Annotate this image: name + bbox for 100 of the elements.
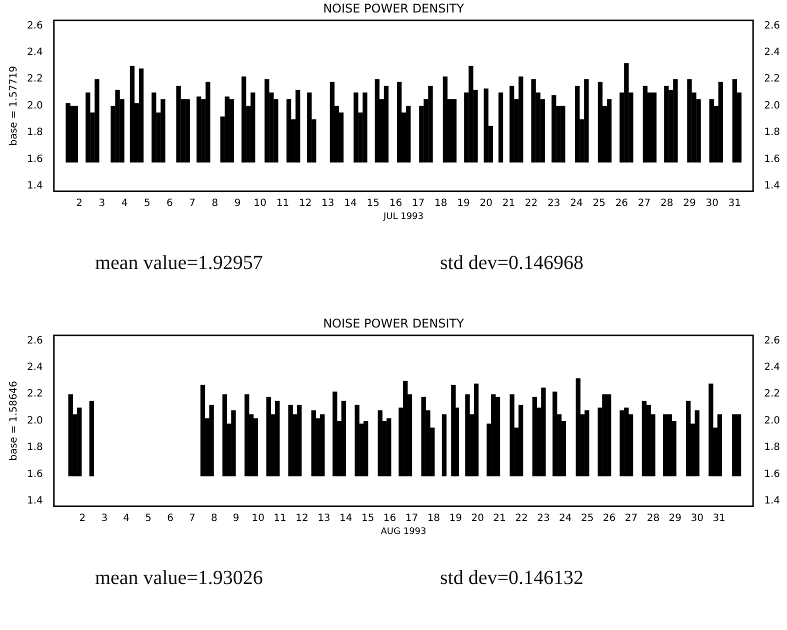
bar: [452, 99, 457, 163]
y2-tick-label: 1.4: [764, 495, 780, 506]
bar: [708, 384, 714, 476]
x-tick-label: 2: [79, 512, 86, 524]
y2-tick-label: 2.4: [764, 47, 780, 58]
bar: [732, 414, 737, 476]
x-tick-label: 23: [548, 198, 560, 209]
x-tick-label: 15: [361, 512, 374, 524]
bar: [474, 384, 479, 476]
bar: [552, 392, 558, 476]
x-tick-label: 12: [296, 512, 308, 524]
x-tick-label: 21: [493, 512, 506, 524]
bar: [552, 95, 556, 163]
bar: [354, 92, 358, 163]
x-tick-label: 22: [515, 512, 528, 524]
bar: [209, 404, 214, 476]
y2-tick-label: 2.0: [764, 415, 780, 426]
bar: [130, 66, 135, 163]
x-tick-label: 9: [232, 512, 240, 524]
bar: [495, 396, 500, 476]
text: std dev=0.146132: [440, 567, 584, 590]
x-tick-label: 20: [480, 198, 492, 209]
bar: [652, 92, 657, 163]
x-tick-label: 15: [366, 198, 380, 209]
bar: [575, 86, 580, 163]
y2-tick-label: 1.8: [764, 127, 780, 138]
bar: [330, 82, 335, 163]
x-tick-label: 20: [471, 512, 484, 524]
y-tick-label: 2.2: [26, 388, 43, 400]
bar: [253, 418, 258, 476]
bar: [86, 92, 90, 163]
x-tick-label: 14: [340, 512, 352, 524]
x-axis-title: JUL 1993: [382, 212, 424, 222]
bar: [288, 404, 293, 476]
x-tick-label: 17: [412, 198, 425, 209]
x-tick-label: 10: [252, 512, 264, 524]
bar: [718, 82, 723, 163]
y2-tick-label: 2.2: [764, 388, 780, 400]
x-tick-label: 9: [234, 198, 241, 209]
x-tick-label: 19: [449, 512, 462, 524]
bar: [686, 400, 691, 476]
bar: [354, 404, 360, 476]
bar: [152, 92, 156, 163]
y-tick-label: 1.6: [26, 468, 43, 480]
bar: [510, 86, 514, 163]
y-tick-label: 1.6: [26, 154, 43, 165]
y-tick-label: 1.8: [26, 442, 43, 454]
x-tick-label: 31: [712, 512, 726, 524]
bar: [307, 92, 312, 163]
chart-title: NOISE POWER DENSITY: [323, 1, 465, 16]
bar: [736, 414, 742, 476]
y2-tick-label: 1.4: [764, 180, 780, 192]
y-tick-label: 2.6: [26, 335, 43, 346]
y2-tick-label: 2.4: [764, 362, 780, 374]
text: mean value=1.92957: [95, 252, 264, 275]
bar: [442, 76, 448, 163]
text: std dev=0.146968: [440, 252, 584, 275]
bar: [598, 82, 603, 163]
x-tick-label: 5: [144, 198, 150, 209]
x-tick-label: 31: [728, 198, 742, 209]
bar: [396, 82, 402, 163]
x-tick-label: 18: [427, 512, 440, 524]
x-tick-label: 21: [502, 198, 516, 209]
y-tick-label: 2.2: [26, 74, 43, 85]
y2-tick-label: 1.8: [764, 442, 780, 454]
bar: [286, 99, 292, 163]
y-axis-title: base = 1.57719: [8, 66, 20, 146]
y2-tick-label: 2.6: [764, 335, 780, 346]
bar: [717, 414, 722, 476]
y2-tick-label: 1.6: [764, 468, 780, 480]
bar: [664, 86, 669, 163]
x-tick-label: 8: [212, 198, 218, 209]
x-tick-label: 30: [706, 198, 718, 209]
y2-tick-label: 1.6: [764, 154, 780, 165]
x-tick-label: 26: [602, 512, 616, 524]
y-tick-label: 1.8: [26, 127, 43, 138]
x-tick-label: 13: [318, 512, 330, 524]
x-tick-label: 27: [638, 198, 651, 209]
x-tick-label: 8: [210, 512, 218, 524]
x-tick-label: 30: [690, 512, 704, 524]
bar: [222, 394, 228, 476]
x-tick-label: 19: [457, 198, 470, 209]
bar: [264, 79, 270, 163]
x-tick-label: 4: [123, 512, 130, 524]
bar: [576, 378, 580, 476]
x-tick-label: 7: [189, 198, 196, 209]
bar: [442, 414, 447, 476]
bar: [510, 394, 514, 476]
x-tick-label: 16: [383, 512, 396, 524]
x-tick-label: 12: [298, 198, 312, 209]
bar: [89, 400, 94, 476]
x-tick-label: 11: [274, 512, 286, 524]
y-axis-title: base = 1.58646: [8, 380, 20, 461]
x-tick-label: 27: [624, 512, 638, 524]
y2-tick-label: 2.2: [764, 74, 780, 85]
bar: [332, 392, 338, 476]
bar: [498, 92, 504, 163]
x-tick-label: 23: [537, 512, 550, 524]
y2-tick-label: 2.6: [764, 20, 780, 32]
bar: [694, 410, 700, 476]
